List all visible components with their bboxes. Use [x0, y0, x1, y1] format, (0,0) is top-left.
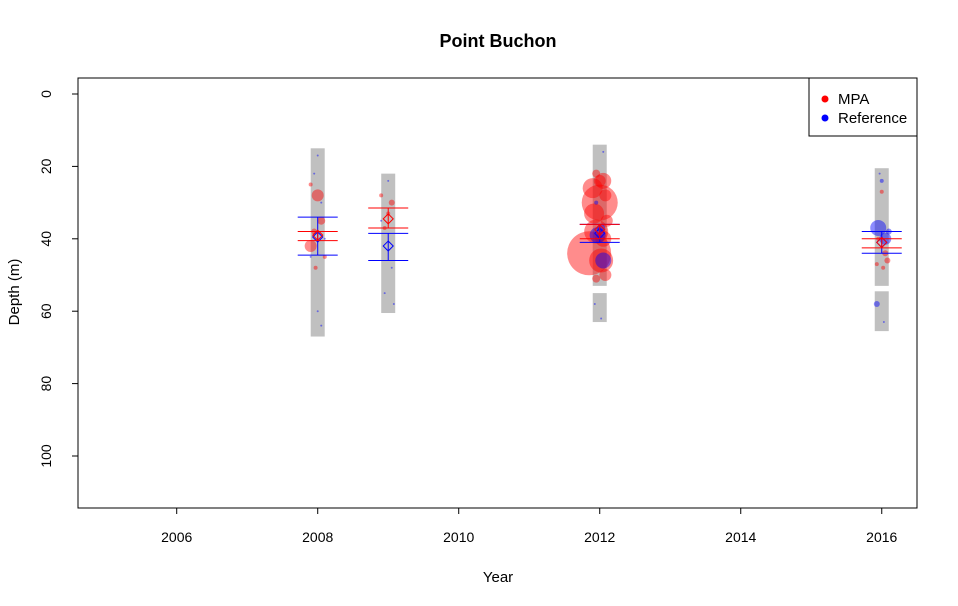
- legend: MPA Reference: [808, 77, 918, 137]
- mean-marker-mpa: [382, 213, 394, 225]
- x-tick-label: 2010: [443, 529, 474, 545]
- data-point-mpa: [593, 174, 606, 187]
- chart-title: Point Buchon: [440, 31, 557, 51]
- data-point-mpa: [600, 214, 613, 227]
- legend-marker-reference: [821, 114, 829, 122]
- mean-marker-reference: [312, 231, 324, 243]
- x-tick-label: 2014: [725, 529, 756, 545]
- data-point-reference: [380, 219, 383, 222]
- y-tick-label: 0: [38, 90, 54, 98]
- legend-box: [808, 77, 918, 137]
- data-point-mpa: [388, 199, 395, 206]
- data-point-reference: [602, 150, 605, 153]
- data-point-mpa: [874, 262, 879, 267]
- data-point-reference: [320, 324, 323, 327]
- data-point-reference: [383, 292, 386, 295]
- data-point-mpa: [584, 203, 605, 224]
- legend-marker-mpa: [821, 95, 829, 103]
- plot-border: [77, 77, 918, 509]
- data-point-reference: [873, 300, 880, 307]
- depth-range-bar: [592, 293, 607, 323]
- data-point-reference: [323, 237, 326, 240]
- data-point-reference: [879, 178, 884, 183]
- x-tick-label: 2012: [584, 529, 615, 545]
- data-point-mpa: [881, 265, 886, 270]
- data-point-reference: [316, 310, 319, 313]
- data-point-mpa: [322, 254, 327, 259]
- data-point-reference: [594, 200, 599, 205]
- data-point-mpa: [589, 248, 614, 273]
- legend-label-reference: Reference: [838, 110, 907, 127]
- data-point-reference: [309, 255, 312, 258]
- data-point-mpa: [311, 189, 324, 202]
- data-point-mpa: [313, 265, 318, 270]
- data-point-reference: [390, 266, 393, 269]
- mean-marker-mpa: [876, 236, 888, 249]
- depth-range-bar: [874, 291, 889, 332]
- data-point-reference: [313, 172, 316, 175]
- data-point-reference: [392, 302, 395, 305]
- data-point-mpa: [304, 240, 317, 253]
- data-point-mpa: [582, 178, 603, 199]
- data-point-mpa: [379, 193, 384, 198]
- data-point-mpa: [592, 274, 601, 283]
- mean-marker-mpa: [594, 224, 606, 236]
- mean-marker-reference: [382, 240, 394, 252]
- plot-area: [297, 144, 902, 337]
- y-tick-label: 100: [38, 444, 54, 468]
- x-tick-label: 2016: [866, 529, 897, 545]
- mean-marker-mpa: [312, 229, 324, 241]
- x-axis-label: Year: [483, 569, 513, 586]
- depth-range-bar: [874, 168, 889, 286]
- data-point-mpa: [308, 182, 313, 187]
- data-point-mpa: [599, 269, 612, 281]
- data-point-mpa: [599, 189, 612, 202]
- y-tick-label: 20: [38, 158, 54, 174]
- data-point-reference: [878, 172, 881, 175]
- y-tick-label: 80: [38, 376, 54, 392]
- data-point-mpa: [317, 216, 326, 225]
- axes: 2006 2008 2010 2012 2014 2016 0 20 40 60 80 100: [38, 90, 898, 545]
- y-axis-label: Depth (m): [6, 259, 23, 326]
- data-point-reference: [882, 321, 885, 324]
- data-point-reference: [600, 317, 603, 320]
- data-point-mpa: [592, 169, 601, 178]
- data-point-mpa: [595, 172, 612, 189]
- legend-label-mpa: MPA: [838, 91, 869, 108]
- depth-range-bar: [592, 144, 607, 286]
- x-tick-label: 2008: [302, 529, 333, 545]
- data-point-mpa: [884, 257, 891, 264]
- data-point-reference: [593, 302, 596, 305]
- data-point-reference: [387, 179, 390, 182]
- data-point-mpa: [581, 184, 618, 221]
- data-point-reference: [595, 252, 612, 269]
- data-point-reference: [320, 201, 323, 204]
- y-tick-label: 40: [38, 231, 54, 247]
- data-point-mpa: [879, 189, 884, 194]
- y-tick-label: 60: [38, 303, 54, 319]
- data-point-reference: [316, 154, 319, 157]
- x-tick-label: 2006: [161, 529, 192, 545]
